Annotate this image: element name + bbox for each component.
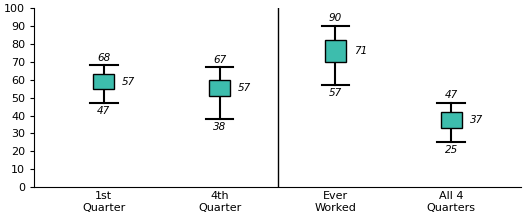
Text: 57: 57 [122, 77, 135, 87]
FancyBboxPatch shape [209, 80, 230, 96]
Text: 68: 68 [97, 53, 110, 63]
Text: 37: 37 [470, 115, 483, 125]
Text: 38: 38 [213, 122, 226, 132]
Text: 25: 25 [445, 145, 458, 155]
Text: 57: 57 [238, 83, 251, 93]
FancyBboxPatch shape [325, 40, 346, 62]
Text: 90: 90 [329, 13, 342, 23]
Text: 47: 47 [97, 106, 110, 116]
Text: 71: 71 [354, 46, 367, 56]
Text: 67: 67 [213, 54, 226, 64]
FancyBboxPatch shape [441, 112, 462, 128]
Text: 47: 47 [445, 90, 458, 100]
FancyBboxPatch shape [93, 74, 114, 89]
Text: 57: 57 [329, 88, 342, 98]
